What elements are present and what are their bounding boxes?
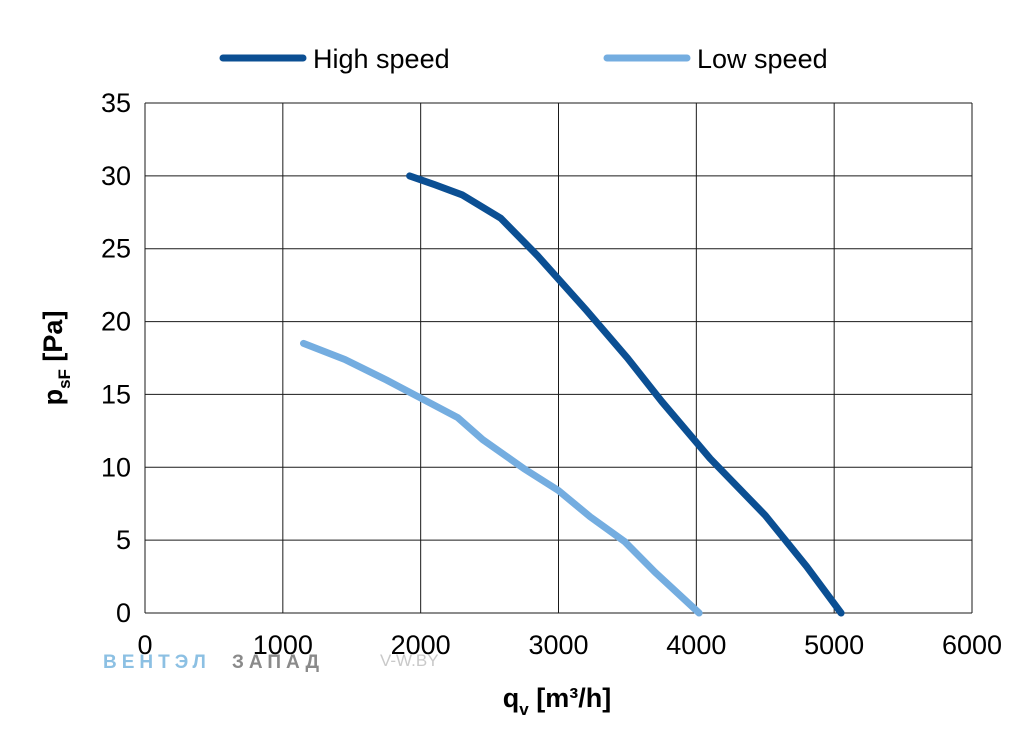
x-axis-title: qv [m³/h] bbox=[503, 683, 611, 719]
x-tick-label-0: 0 bbox=[137, 630, 152, 660]
x-axis-title-unit: [m³/h] bbox=[529, 683, 611, 713]
series-line-0 bbox=[406, 172, 845, 617]
y-tick-label-6: 30 bbox=[101, 161, 131, 191]
y-tick-label-4: 20 bbox=[101, 307, 131, 337]
x-tick-label-1: 1000 bbox=[253, 630, 313, 660]
series-lines bbox=[300, 172, 845, 617]
watermark: ВЕНТЭЛ ЗАПАД V-W.BY bbox=[103, 651, 439, 673]
watermark-brand-part1: ВЕНТЭЛ bbox=[103, 652, 211, 673]
x-tick-label-6: 6000 bbox=[942, 630, 1002, 660]
y-tick-label-2: 10 bbox=[101, 452, 131, 482]
legend: High speed Low speed bbox=[219, 44, 828, 74]
y-tick-label-0: 0 bbox=[116, 598, 131, 628]
series-line-1 bbox=[300, 339, 703, 617]
x-axis-title-sub: v bbox=[519, 700, 529, 719]
y-axis-title-unit: [Pa] bbox=[38, 311, 68, 370]
y-tick-label-5: 25 bbox=[101, 234, 131, 264]
grid-lines bbox=[144, 102, 973, 614]
y-axis-title-sub: sF bbox=[55, 369, 74, 389]
y-tick-label-3: 15 bbox=[101, 379, 131, 409]
y-tick-label-7: 35 bbox=[101, 88, 131, 118]
y-tick-label-1: 5 bbox=[116, 525, 131, 555]
x-tick-label-4: 4000 bbox=[666, 630, 726, 660]
watermark-brand-part2: ЗАПАД bbox=[232, 652, 324, 673]
x-tick-label-5: 5000 bbox=[804, 630, 864, 660]
x-tick-labels: 0 1000 2000 3000 4000 5000 6000 bbox=[137, 630, 1002, 660]
x-axis-title-main: q bbox=[503, 683, 520, 713]
x-tick-label-2: 2000 bbox=[391, 630, 451, 660]
y-tick-labels: 0 5 10 15 20 25 30 35 bbox=[101, 88, 131, 628]
y-axis-title-main: p bbox=[38, 389, 68, 406]
legend-label-1: Low speed bbox=[697, 44, 828, 74]
legend-label-0: High speed bbox=[313, 44, 450, 74]
watermark-site: V-W.BY bbox=[380, 651, 439, 670]
x-tick-label-3: 3000 bbox=[528, 630, 588, 660]
y-axis-title: psF [Pa] bbox=[38, 311, 74, 406]
